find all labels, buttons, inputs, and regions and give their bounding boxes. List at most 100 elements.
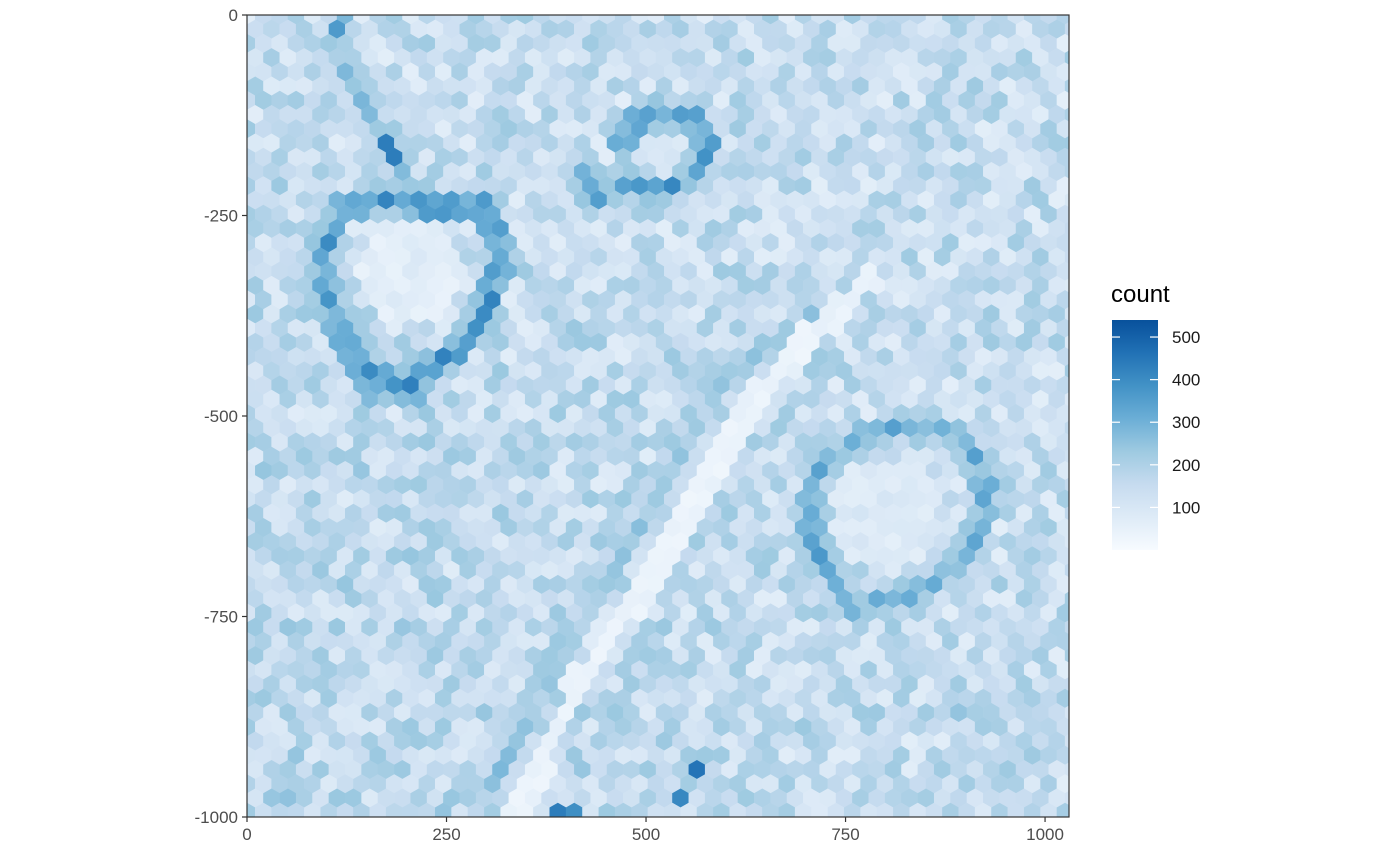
hexbin-cell [876, 688, 894, 709]
hexbin-cell [933, 161, 951, 182]
hexbin-cell [255, 90, 272, 111]
hexbin-cell [639, 275, 657, 296]
hexbin-cell [974, 816, 976, 817]
hexbin-cell [737, 247, 755, 267]
hexbin-cell [901, 503, 918, 523]
hexbin-cell [549, 90, 567, 111]
hexbin-cell [304, 660, 321, 680]
hexbin-cell [263, 503, 280, 523]
hexbin-cell [500, 233, 518, 253]
hexbin-cell [623, 532, 640, 552]
hexbin-cell [279, 218, 297, 239]
hexbin-cell [524, 560, 542, 580]
hexbin-cell [655, 475, 673, 495]
hexbin-cell [1032, 332, 1049, 353]
hexbin-cell [1073, 347, 1090, 366]
hexbin-cell [328, 105, 346, 125]
hexbin-cell [320, 489, 338, 509]
hexbin-cell [565, 375, 583, 395]
hexbin-cell [680, 347, 698, 367]
hexbin-cell [991, 660, 1008, 680]
hexbin-cell [418, 62, 436, 82]
hexbin-cell [353, 688, 370, 709]
hexbin-cell [843, 90, 861, 111]
hexbin-cell [353, 404, 370, 424]
hexbin-cell [541, 19, 559, 39]
hexbin-cell [361, 503, 379, 523]
hexbin-cell [434, 62, 452, 82]
hexbin-cell [1015, 190, 1033, 210]
hexbin-cell [345, 731, 362, 751]
hexbin-cell [247, 589, 264, 609]
hexbin-cell [893, 688, 910, 709]
hexbin-cell [1048, 446, 1066, 467]
hexbin-cell [271, 574, 289, 595]
hexbin-cell [835, 76, 853, 96]
hexbin-cell [1056, 745, 1069, 766]
hexbin-cell [770, 389, 788, 410]
hexbin-cell [263, 788, 280, 808]
hexbin-cell [312, 304, 329, 324]
hexbin-cell [942, 546, 959, 566]
hexbin-cell [680, 660, 698, 680]
hexbin-cell [418, 147, 436, 168]
hexbin-cell [909, 176, 927, 196]
hexbin-cell [377, 617, 395, 637]
hexbin-cell [672, 19, 689, 39]
hexbin-cell [688, 646, 706, 666]
hexbin-cell [353, 90, 370, 111]
hexbin-cell [803, 190, 820, 210]
hexbin-cell [1007, 631, 1025, 652]
hexbin-cell [279, 646, 297, 666]
hexbin-cell [345, 332, 362, 353]
hexbin-cell [484, 816, 485, 817]
hexbin-cell [263, 760, 280, 780]
hexbin-cell [385, 347, 403, 367]
hexbin-cell [295, 646, 313, 666]
hexbin-cell [901, 731, 918, 751]
hexbin-cell [565, 489, 583, 509]
hexbin-cell [475, 703, 493, 723]
hexbin-cell [803, 48, 820, 68]
hexbin-cell [991, 261, 1008, 281]
hexbin-cell [983, 247, 1000, 267]
hexbin-cell [320, 90, 338, 111]
hexbin-cell [729, 404, 747, 424]
hexbin-cell [852, 760, 869, 780]
hexbin-cell [320, 660, 338, 680]
hexbin-cell [745, 204, 763, 224]
hexbin-cell [541, 161, 559, 182]
hexbin-cell [353, 816, 354, 817]
hexbin-cell [606, 731, 624, 751]
hexbin-cell [786, 475, 804, 495]
hexbin-cell [295, 161, 313, 182]
hexbin-cell [778, 816, 779, 817]
hexbin-cell [639, 105, 657, 125]
hexbin-cell [508, 48, 526, 68]
hexbin-cell [541, 446, 559, 467]
hexbin-cell [361, 703, 379, 723]
hexbin-cell [484, 489, 501, 509]
hexbin-cell [868, 674, 886, 694]
hexbin-cell [434, 517, 452, 538]
hexbin-cell [467, 489, 485, 509]
hexbin-cell [541, 674, 559, 694]
hexbin-cell [271, 660, 289, 680]
hexbin-cell [721, 446, 738, 467]
hexbin-cell [803, 674, 820, 694]
hexbin-cell [255, 204, 272, 224]
hexbin-cell [565, 290, 583, 310]
hexbin-cell [917, 589, 935, 609]
hexbin-cell [385, 261, 403, 281]
hexbin-cell [1007, 489, 1025, 509]
hexbin-cell [991, 404, 1008, 424]
hexbin-cell [803, 617, 820, 637]
hexbin-cell [909, 745, 927, 766]
hexbin-cell [680, 574, 698, 595]
hexbin-cell [868, 703, 886, 723]
hexbin-cell [353, 631, 370, 652]
hexbin-cell [369, 62, 387, 82]
hexbin-cell [803, 133, 820, 153]
hexbin-cell [247, 176, 256, 196]
hexbin-cell [1007, 816, 1008, 817]
